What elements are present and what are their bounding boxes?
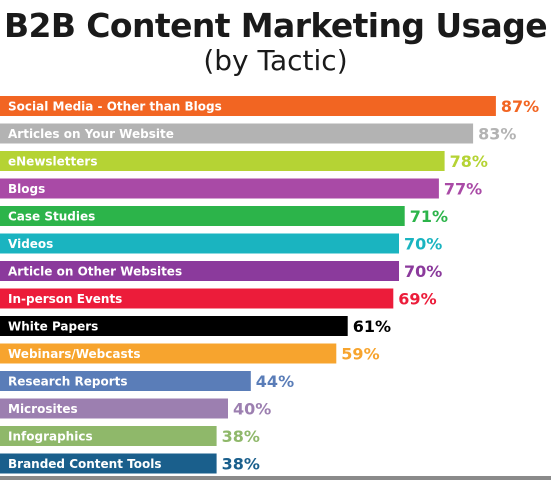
bar	[0, 261, 399, 281]
bar	[0, 123, 474, 144]
bar-category-label: Blogs	[8, 182, 45, 196]
bar	[0, 151, 445, 171]
bar-value-label: 87%	[501, 97, 539, 116]
bar	[0, 453, 217, 474]
bar	[0, 398, 228, 419]
bar-category-label: Branded Content Tools	[8, 457, 161, 471]
bottom-rule	[0, 476, 551, 480]
bar	[0, 178, 439, 199]
bar-category-label: Articles on Your Website	[8, 127, 174, 141]
bar-category-label: Case Studies	[8, 210, 95, 224]
chart-subtitle: (by Tactic)	[203, 44, 348, 77]
bar-category-label: White Papers	[8, 320, 98, 334]
bar-category-label: Videos	[8, 237, 53, 251]
bar	[0, 96, 496, 116]
bar-value-label: 70%	[404, 262, 442, 281]
bar-value-label: 69%	[398, 290, 436, 309]
bar-category-label: Webinars/Webcasts	[8, 347, 141, 361]
bar-category-label: Microsites	[8, 402, 78, 416]
bar-value-label: 38%	[222, 455, 260, 474]
bar-category-label: Article on Other Websites	[8, 265, 182, 279]
bar-value-label: 44%	[256, 372, 294, 391]
bar-value-label: 78%	[450, 152, 488, 171]
bar	[0, 206, 405, 226]
bar	[0, 233, 399, 254]
bar-category-label: In-person Events	[8, 292, 122, 306]
bar-value-label: 61%	[353, 317, 391, 336]
bar-value-label: 40%	[233, 400, 271, 419]
bar	[0, 316, 348, 336]
bar	[0, 343, 337, 364]
bar-category-label: eNewsletters	[8, 155, 97, 169]
bar-category-label: Infographics	[8, 430, 93, 444]
bar-value-label: 71%	[410, 207, 448, 226]
bar-category-label: Research Reports	[8, 375, 128, 389]
bar	[0, 426, 217, 446]
bar-value-label: 77%	[444, 180, 482, 199]
bar	[0, 288, 394, 309]
bar-value-label: 70%	[404, 235, 442, 254]
bar-category-label: Social Media - Other than Blogs	[8, 100, 222, 114]
bar-value-label: 59%	[341, 345, 379, 364]
chart-title: B2B Content Marketing Usage	[3, 6, 548, 45]
bar-value-label: 83%	[478, 125, 516, 144]
bar	[0, 371, 251, 391]
bar-value-label: 38%	[222, 427, 260, 446]
